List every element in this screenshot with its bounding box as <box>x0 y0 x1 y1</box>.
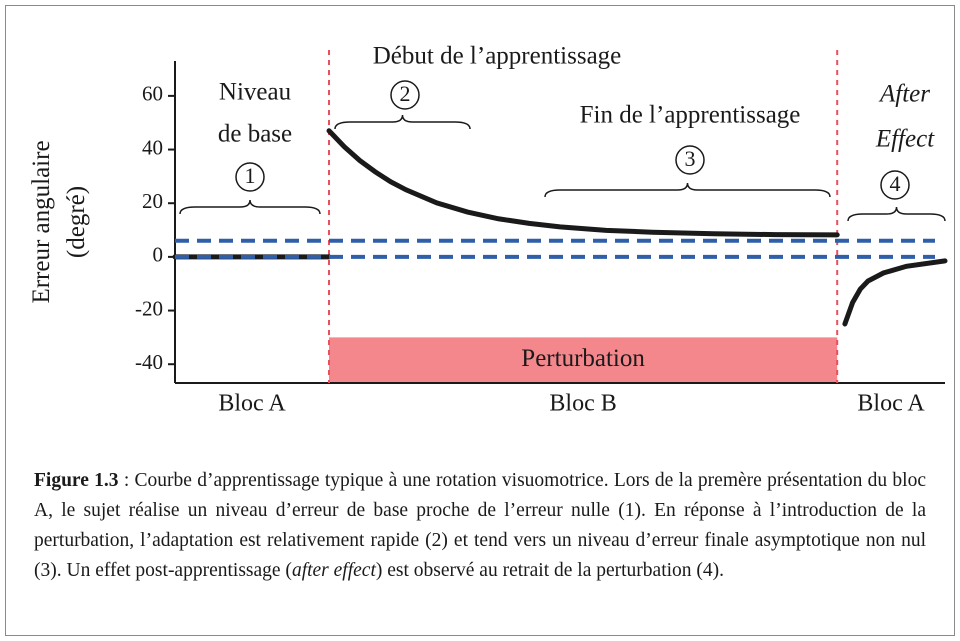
caption-text: ) est observé au retrait de la perturbat… <box>375 560 725 581</box>
y-tick-label: -20 <box>135 296 163 320</box>
perturbation-label: Perturbation <box>521 345 645 372</box>
annotation: 4 <box>890 171 901 196</box>
brace <box>179 199 321 215</box>
caption-label: Figure 1.3 <box>34 470 119 491</box>
y-axis-label: Erreur angulaire (degré) <box>28 140 90 303</box>
number-circle <box>675 145 705 175</box>
y-tick-label: -40 <box>135 350 163 374</box>
annotation: Niveau <box>219 79 292 106</box>
phase-label: Bloc A <box>857 391 925 417</box>
figure-frame <box>5 5 955 636</box>
y-tick-label: 60 <box>142 82 163 106</box>
brace <box>544 182 831 198</box>
number-circle <box>390 80 420 110</box>
chart: Perturbation 60 40 20 0 -20 -40 Erreur angulair… <box>28 43 948 417</box>
annotation: 1 <box>245 163 256 188</box>
caption-text: : Courbe d’apprentissage typique à une r… <box>34 470 926 581</box>
phase-label: Bloc A <box>218 391 286 417</box>
annotation: Effect <box>875 126 935 153</box>
brace <box>847 206 946 222</box>
y-tick-label: 40 <box>142 135 163 159</box>
y-axis-label-line: (degré) <box>63 186 90 258</box>
number-circle <box>880 170 910 200</box>
number-circle <box>235 162 265 192</box>
curve <box>326 128 840 238</box>
annotation: Début de l’apprentissage <box>373 43 622 70</box>
y-axis-label-line: Erreur angulaire <box>28 140 55 303</box>
caption: Figure 1.3 : Courbe d’apprentissage typi… <box>34 466 926 586</box>
perturbation-band <box>329 337 838 383</box>
annotation: 3 <box>685 146 696 171</box>
annotation: Fin de l’apprentissage <box>580 102 801 129</box>
annotation: 2 <box>400 81 411 106</box>
annotation: de base <box>218 121 292 148</box>
curve <box>842 258 948 327</box>
caption-italic: after effect <box>291 560 376 581</box>
y-tick-label: 20 <box>142 189 163 213</box>
brace <box>334 114 471 130</box>
annotation: After <box>878 81 930 108</box>
phase-label: Bloc B <box>549 391 616 417</box>
y-tick-label: 0 <box>153 243 164 267</box>
